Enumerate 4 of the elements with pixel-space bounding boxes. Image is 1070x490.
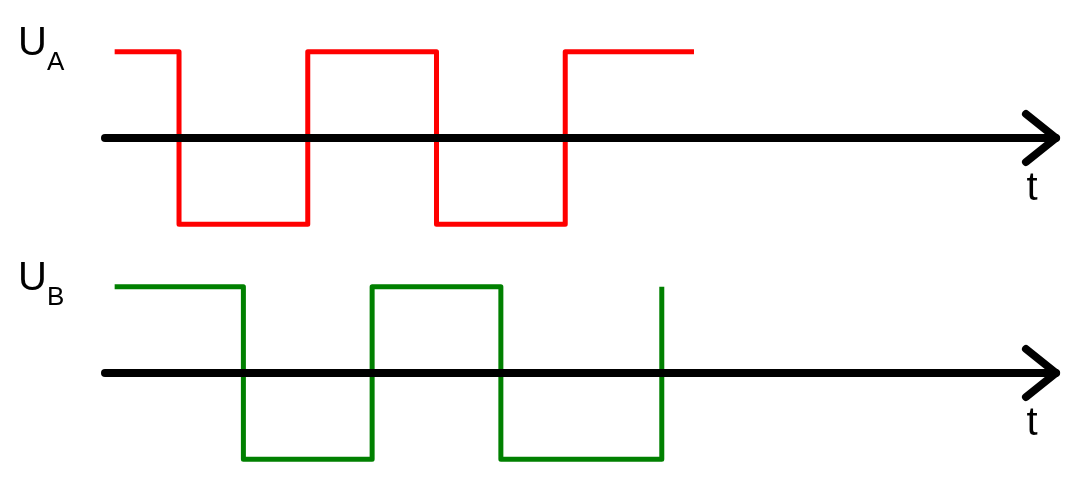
y-axis-title: U$_{A}$ <box>18 19 65 76</box>
x-axis-title: t <box>1026 399 1038 443</box>
y-axis-title: U$_{B}$ <box>18 254 65 311</box>
x-axis-title: t <box>1026 164 1038 208</box>
